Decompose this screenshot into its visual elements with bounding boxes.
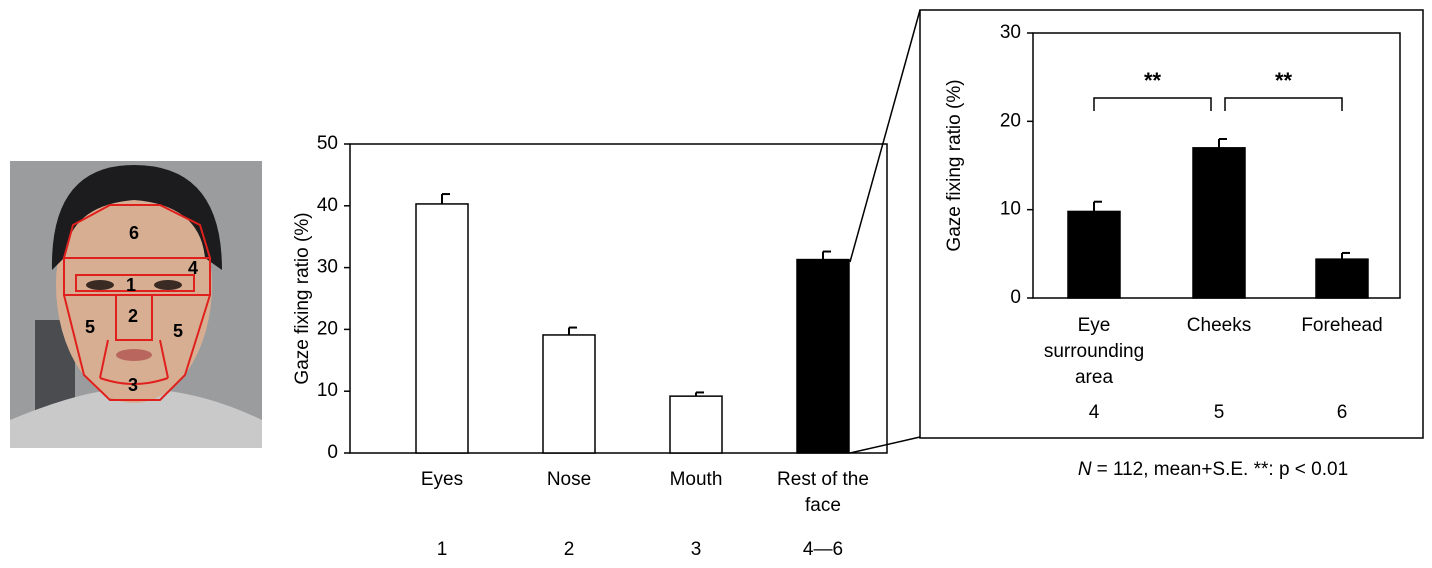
bar — [543, 335, 595, 453]
y-axis-label: Gaze fixing ratio (%) — [944, 79, 965, 251]
face-region-label: 6 — [129, 223, 139, 243]
region-number: 3 — [691, 539, 702, 560]
y-tick-label: 10 — [317, 380, 338, 401]
region-number: 4—6 — [803, 539, 843, 560]
y-tick-label: 0 — [327, 442, 338, 463]
bar — [1193, 148, 1245, 298]
face-region-label: 1 — [126, 275, 136, 295]
region-number: 6 — [1337, 402, 1348, 423]
x-tick-label: Mouth — [670, 469, 723, 490]
region-number: 2 — [564, 539, 575, 560]
y-tick-label: 30 — [1000, 22, 1021, 43]
significance-label: ** — [1144, 68, 1162, 93]
x-tick-label: Eyes — [421, 469, 463, 490]
bar — [797, 260, 849, 453]
y-tick-label: 40 — [317, 195, 338, 216]
y-tick-label: 10 — [1000, 199, 1021, 220]
face-region-label: 5 — [173, 321, 183, 341]
footnote-part: N — [1078, 459, 1092, 480]
inset-box — [920, 10, 1423, 438]
face-region-label: 4 — [188, 258, 198, 278]
bar — [670, 396, 722, 453]
y-axis-label: Gaze fixing ratio (%) — [292, 212, 313, 384]
x-tick-label: Forehead — [1301, 315, 1382, 336]
region-number: 4 — [1089, 402, 1100, 423]
x-tick-label: Nose — [547, 469, 591, 490]
zoom-line — [850, 10, 920, 262]
figure: 641255301020304050Gaze fixing ratio (%)E… — [0, 0, 1432, 563]
significance-label: ** — [1275, 68, 1293, 93]
y-tick-label: 0 — [1010, 287, 1021, 308]
region-number: 5 — [1214, 402, 1225, 423]
bar — [1068, 211, 1120, 298]
bar — [416, 204, 468, 453]
y-tick-label: 20 — [317, 318, 338, 339]
x-tick-label: Cheeks — [1187, 315, 1251, 336]
footnote: N= 112, mean+S.E. **: p < 0.01 — [1078, 459, 1348, 480]
face-image — [10, 161, 262, 448]
face-region-label: 3 — [128, 375, 138, 395]
zoom-line — [850, 437, 920, 453]
y-tick-label: 50 — [317, 133, 338, 154]
footnote-part: = 112, mean+S.E. **: p < 0.01 — [1097, 459, 1349, 480]
y-tick-label: 20 — [1000, 110, 1021, 131]
bar — [1316, 259, 1368, 298]
significance-bracket — [1094, 98, 1211, 111]
y-tick-label: 30 — [317, 257, 338, 278]
face-region-label: 5 — [85, 317, 95, 337]
region-number: 1 — [437, 539, 448, 560]
significance-bracket — [1225, 98, 1342, 111]
face-region-label: 2 — [128, 306, 138, 326]
